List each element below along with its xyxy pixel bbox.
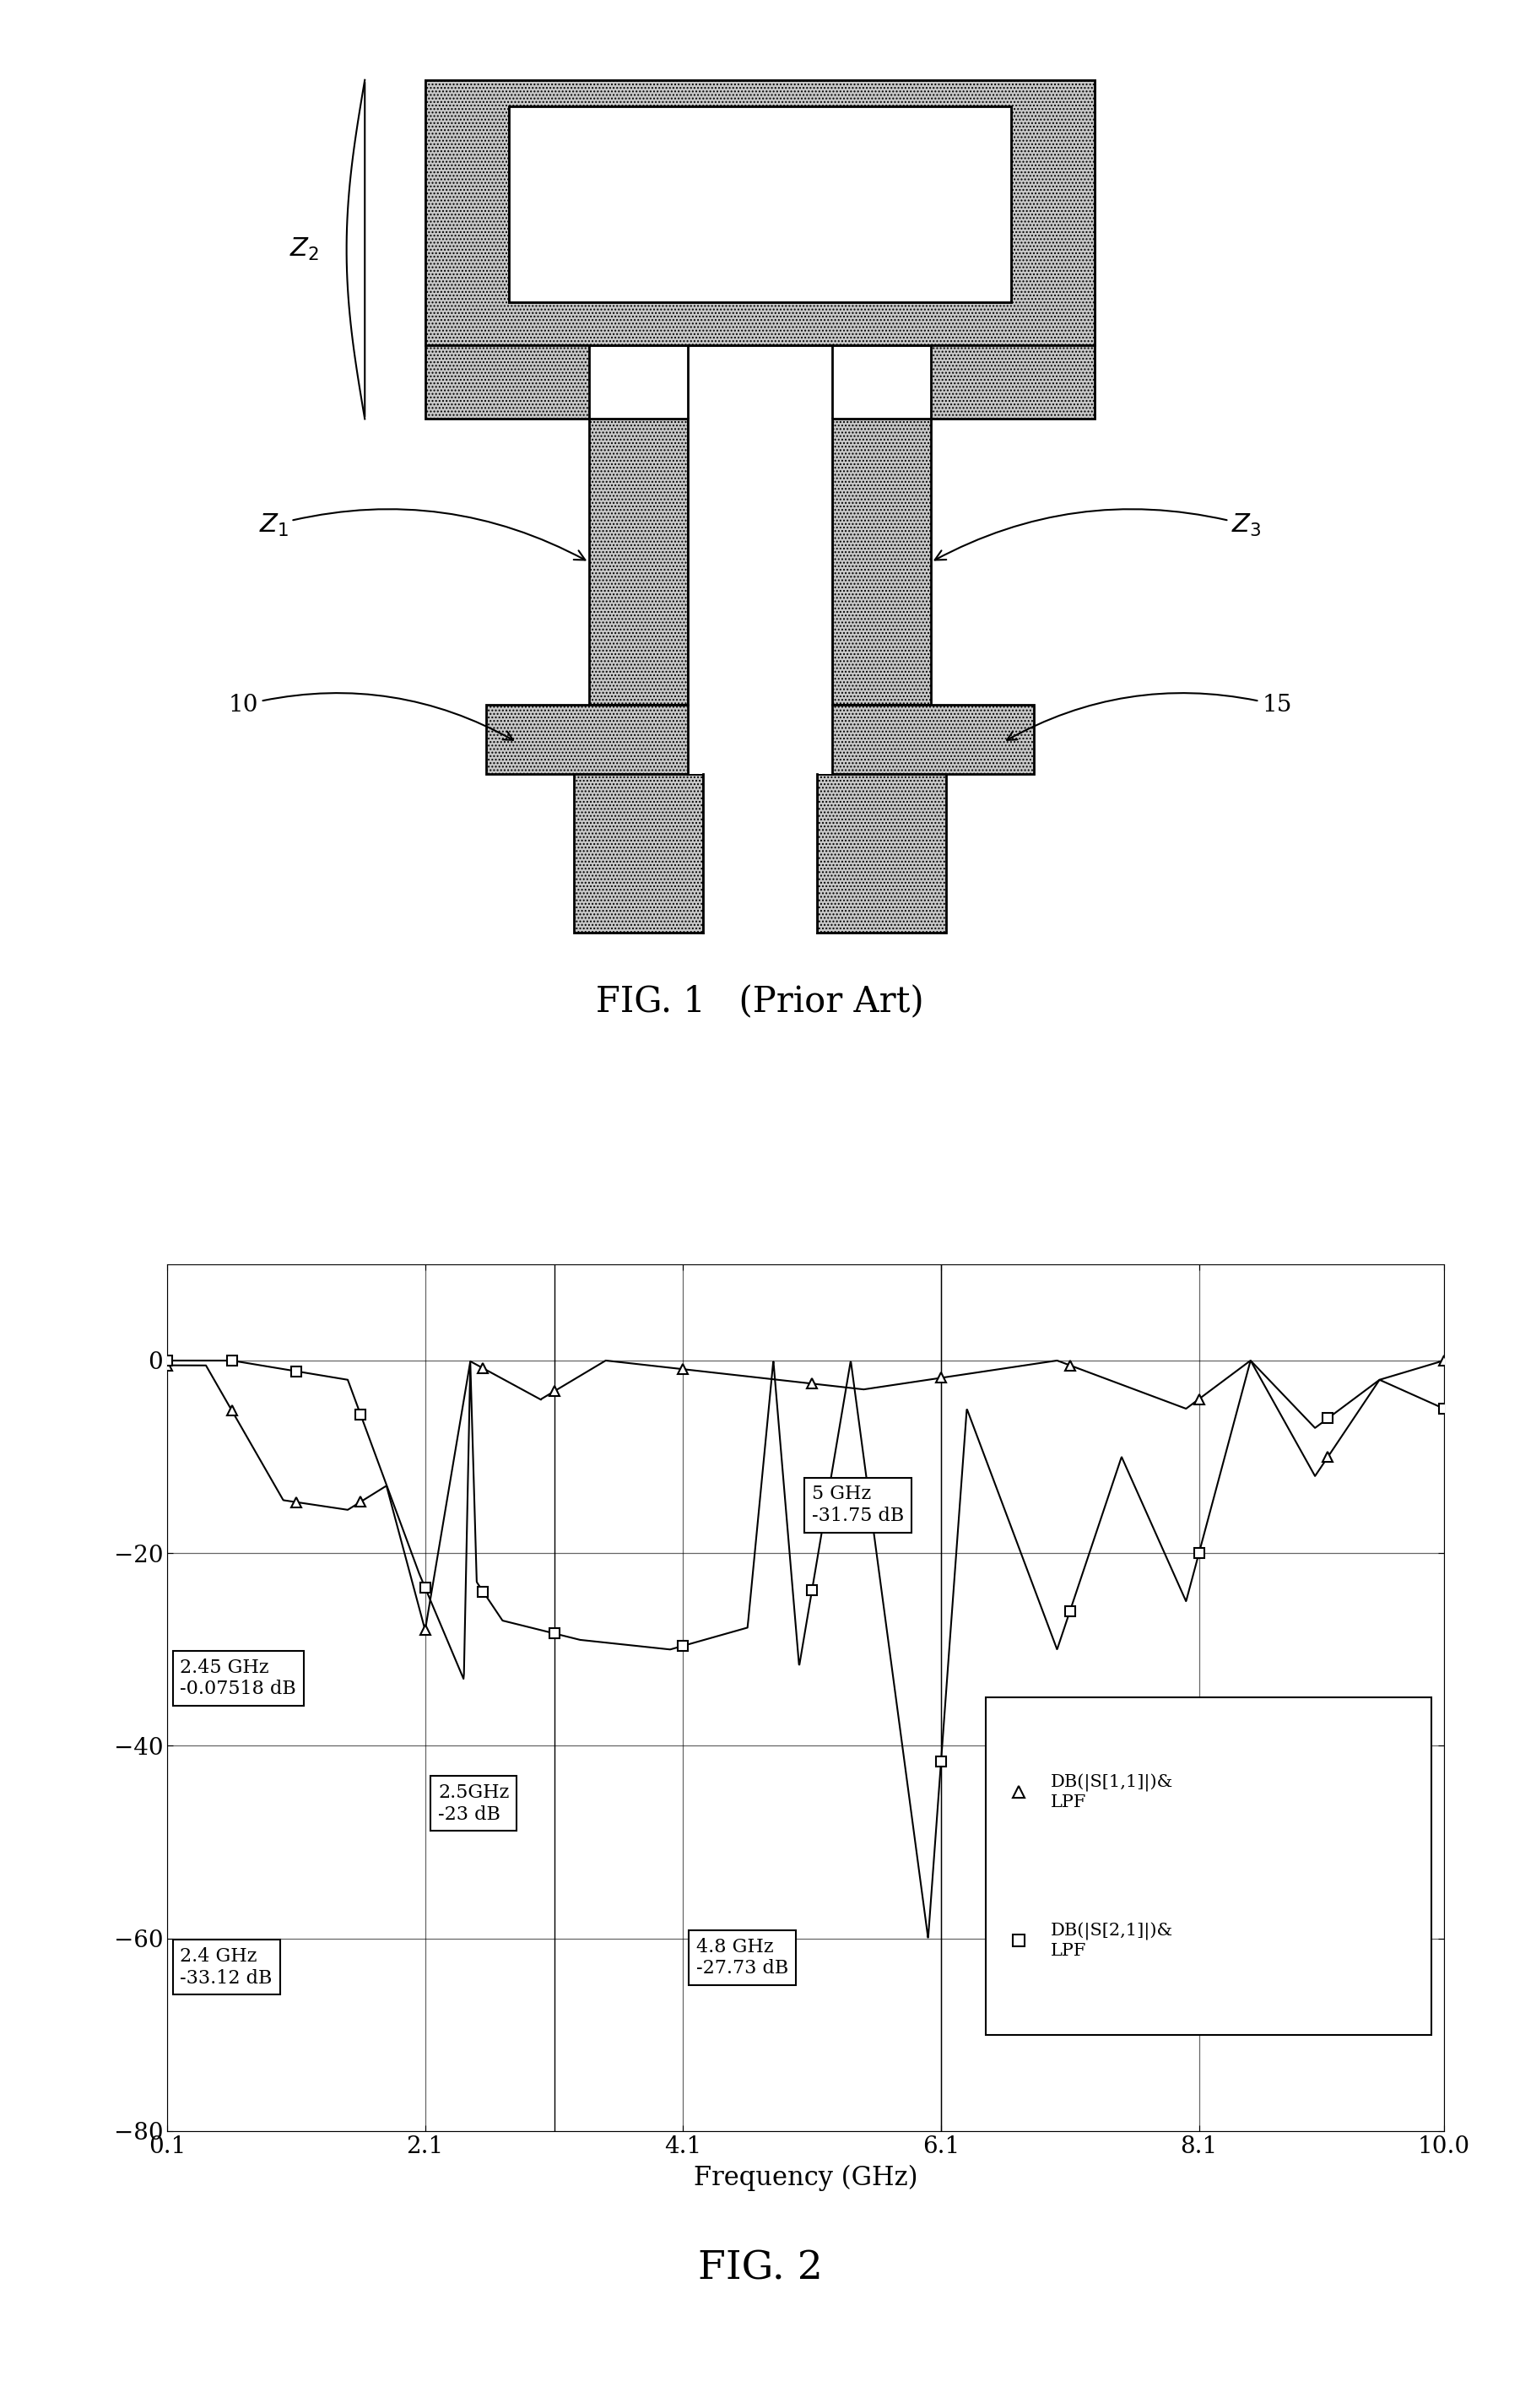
Text: 2.45 GHz
-0.07518 dB: 2.45 GHz -0.07518 dB xyxy=(179,1659,296,1698)
Text: DB(|S[1,1]|)&
LPF: DB(|S[1,1]|)& LPF xyxy=(1050,1775,1173,1811)
Text: 4.8 GHz
-27.73 dB: 4.8 GHz -27.73 dB xyxy=(696,1938,789,1977)
Bar xyxy=(486,706,1034,773)
Text: 10: 10 xyxy=(228,694,514,739)
Bar xyxy=(818,773,945,932)
Bar xyxy=(687,419,833,706)
Bar xyxy=(590,419,687,706)
Text: 2.4 GHz
-33.12 dB: 2.4 GHz -33.12 dB xyxy=(179,1948,272,1987)
Bar xyxy=(509,106,1011,303)
Bar xyxy=(426,344,590,419)
Text: $Z_1$: $Z_1$ xyxy=(258,508,585,561)
Bar xyxy=(426,79,1094,344)
Bar xyxy=(702,773,818,932)
Text: 5 GHz
-31.75 dB: 5 GHz -31.75 dB xyxy=(812,1486,904,1524)
Text: FIG. 1   (Prior Art): FIG. 1 (Prior Art) xyxy=(596,985,924,1019)
X-axis label: Frequency (GHz): Frequency (GHz) xyxy=(693,2165,918,2191)
Text: DB(|S[2,1]|)&
LPF: DB(|S[2,1]|)& LPF xyxy=(1050,1922,1173,1958)
Bar xyxy=(986,1698,1432,2035)
Bar xyxy=(575,773,702,932)
Bar xyxy=(930,344,1094,419)
Text: 2.5GHz
-23 dB: 2.5GHz -23 dB xyxy=(438,1784,509,1823)
Text: $Z_2$: $Z_2$ xyxy=(289,236,319,262)
Bar xyxy=(687,706,833,773)
Bar xyxy=(512,108,1008,301)
Bar xyxy=(426,79,1094,344)
Text: 15: 15 xyxy=(1006,694,1292,739)
Bar xyxy=(509,106,1011,303)
Bar xyxy=(833,419,930,706)
Text: FIG. 2: FIG. 2 xyxy=(698,2249,822,2288)
Text: $Z_3$: $Z_3$ xyxy=(935,508,1262,561)
